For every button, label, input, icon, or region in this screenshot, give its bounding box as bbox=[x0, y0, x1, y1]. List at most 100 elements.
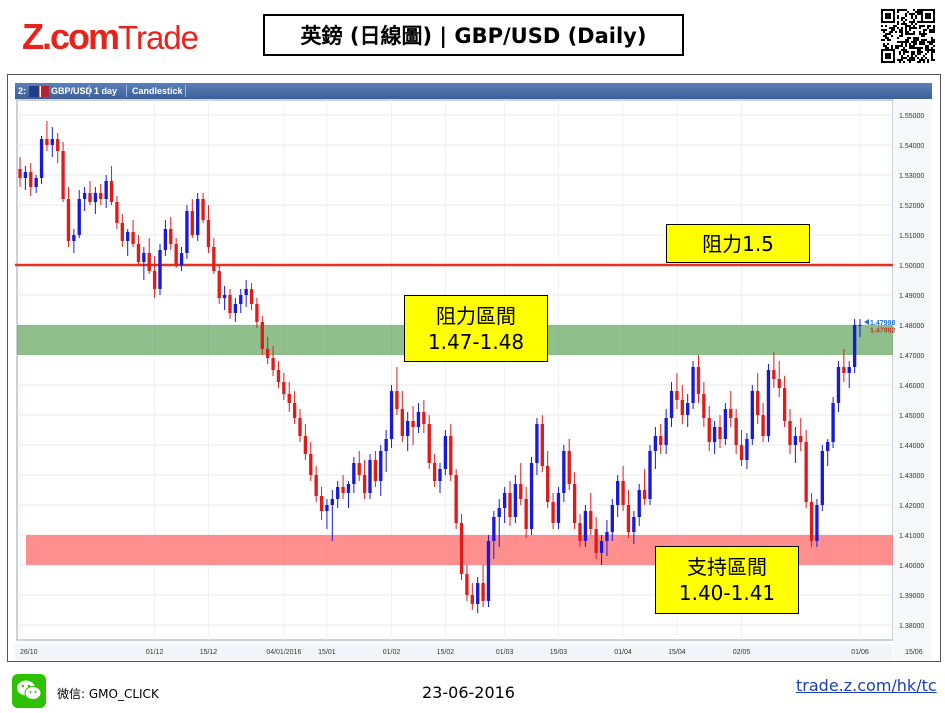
qr-module bbox=[901, 33, 903, 35]
qr-module bbox=[911, 33, 913, 35]
x-tick-label: 15/02 bbox=[437, 649, 455, 656]
qr-module bbox=[903, 61, 905, 63]
toolbar-timeframe[interactable]: 1 day bbox=[94, 86, 118, 96]
qr-module bbox=[913, 53, 915, 55]
qr-module bbox=[905, 9, 907, 11]
qr-module bbox=[911, 59, 913, 61]
qr-module bbox=[915, 11, 917, 13]
y-tick-label: 1.49000 bbox=[899, 293, 924, 300]
candle-body bbox=[680, 400, 684, 415]
qr-module bbox=[881, 29, 883, 31]
qr-module bbox=[929, 31, 931, 33]
last-price-pointer bbox=[864, 319, 869, 326]
y-tick-label: 1.42000 bbox=[899, 503, 924, 510]
qr-module bbox=[933, 49, 935, 51]
qr-module bbox=[917, 61, 919, 63]
qr-module bbox=[927, 61, 929, 63]
candle-body bbox=[772, 370, 776, 379]
qr-module bbox=[897, 23, 899, 25]
qr-code-icon bbox=[880, 8, 936, 64]
qr-module bbox=[903, 47, 905, 49]
qr-module bbox=[897, 37, 899, 39]
y-tick-label: 1.45000 bbox=[899, 413, 924, 420]
candle-body bbox=[239, 295, 243, 304]
qr-module bbox=[911, 21, 913, 23]
y-tick-label: 1.39000 bbox=[899, 593, 924, 600]
qr-module bbox=[925, 49, 927, 51]
candle-body bbox=[826, 442, 830, 451]
qr-module bbox=[909, 43, 911, 45]
x-tick-label: 01/12 bbox=[146, 649, 164, 656]
candle-body bbox=[454, 475, 458, 523]
qr-module bbox=[905, 45, 907, 47]
qr-module bbox=[927, 41, 929, 43]
chart-toolbar: 2: GBP/USD 1 day Candlestick bbox=[15, 83, 932, 99]
qr-module bbox=[915, 37, 917, 39]
qr-module bbox=[931, 53, 933, 55]
wechat-icon[interactable] bbox=[12, 674, 46, 708]
qr-module bbox=[891, 47, 893, 49]
candle-body bbox=[352, 463, 356, 484]
qr-module bbox=[907, 39, 909, 41]
candle-body bbox=[109, 181, 114, 202]
qr-module bbox=[923, 41, 925, 43]
candle-body bbox=[788, 421, 792, 445]
toolbar-symbol[interactable]: GBP/USD bbox=[29, 83, 92, 99]
candle-body bbox=[626, 505, 631, 532]
candle-body bbox=[513, 484, 518, 517]
qr-module bbox=[905, 31, 907, 33]
qr-module bbox=[897, 27, 899, 29]
candle-body bbox=[551, 502, 555, 523]
candle-body bbox=[228, 295, 232, 313]
qr-module bbox=[913, 27, 915, 29]
candle-body bbox=[481, 583, 485, 601]
qr-module bbox=[911, 47, 913, 49]
qr-module bbox=[901, 41, 903, 43]
qr-module bbox=[909, 29, 911, 31]
candle-body bbox=[249, 289, 254, 304]
qr-module bbox=[905, 51, 907, 53]
qr-module bbox=[907, 25, 909, 27]
candle-body bbox=[50, 139, 54, 145]
qr-module bbox=[921, 47, 923, 49]
candle-body bbox=[158, 250, 162, 289]
qr-module bbox=[899, 41, 901, 43]
qr-module bbox=[911, 41, 913, 43]
qr-module bbox=[911, 27, 913, 29]
qr-module bbox=[885, 25, 887, 27]
qr-module bbox=[909, 21, 911, 23]
candle-body bbox=[766, 370, 771, 436]
support-zone-label: 支持區間 1.40-1.41 bbox=[655, 546, 799, 614]
toolbar-chart-style[interactable]: Candlestick bbox=[132, 86, 183, 96]
qr-module bbox=[903, 17, 905, 19]
qr-module bbox=[913, 25, 915, 27]
qr-module bbox=[919, 51, 921, 53]
qr-module bbox=[903, 23, 905, 25]
toolbar-separator bbox=[89, 85, 90, 97]
support-zone-title: 支持區間 bbox=[687, 555, 767, 579]
candle-body bbox=[718, 427, 722, 439]
y-tick-label: 1.51000 bbox=[899, 233, 924, 240]
x-tick-label: 04/01/2016 bbox=[266, 649, 301, 656]
y-tick-label: 1.48000 bbox=[899, 323, 924, 330]
candle-body bbox=[29, 172, 33, 187]
qr-module bbox=[919, 53, 921, 55]
candle-body bbox=[799, 436, 803, 442]
second-price-label: 1.47982 bbox=[870, 328, 895, 335]
qr-module bbox=[911, 55, 913, 57]
candle-body bbox=[93, 193, 98, 202]
candle-body bbox=[492, 517, 496, 541]
qr-module bbox=[897, 45, 899, 47]
qr-module bbox=[901, 55, 903, 57]
candle-body bbox=[126, 232, 130, 241]
candle-body bbox=[190, 211, 194, 235]
qr-module bbox=[901, 31, 903, 33]
qr-module bbox=[911, 45, 913, 47]
y-tick-label: 1.40000 bbox=[899, 563, 924, 570]
qr-module bbox=[933, 51, 935, 53]
candle-body bbox=[212, 247, 216, 271]
qr-module bbox=[885, 45, 887, 47]
website-link[interactable]: trade.z.com/hk/tc bbox=[796, 676, 937, 695]
candle-body bbox=[330, 499, 334, 505]
qr-module bbox=[885, 47, 887, 49]
